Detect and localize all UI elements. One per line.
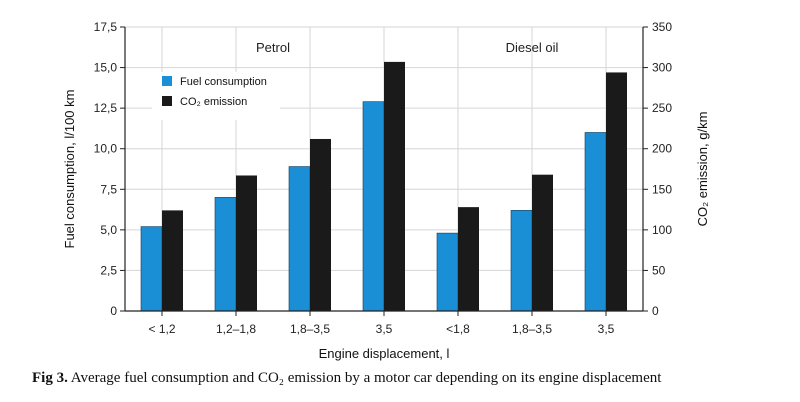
bar-co2-emission bbox=[458, 207, 479, 311]
figure-caption: Fig 3. Average fuel consumption and CO₂ … bbox=[32, 370, 792, 387]
x-tick-label: 1,8–3,5 bbox=[512, 322, 552, 336]
left-tick-label: 12,5 bbox=[94, 101, 118, 115]
bar-chart: 0 2,5 5,0 7,5 10,0 12,5 15,0 17,5 0 50 100 150 200 2… bbox=[62, 20, 710, 361]
caption-text: Average fuel consumption and CO₂ emissio… bbox=[70, 370, 662, 386]
bars bbox=[140, 61, 627, 312]
right-tick-label: 250 bbox=[652, 101, 672, 115]
bar-co2-emission bbox=[532, 174, 553, 311]
legend-entry: CO₂ emission bbox=[180, 96, 247, 108]
right-tick-label: 200 bbox=[652, 142, 672, 156]
left-tick-label: 2,5 bbox=[100, 263, 117, 277]
caption-label: Fig 3. bbox=[32, 370, 68, 386]
left-tick-label: 10,0 bbox=[94, 142, 118, 156]
right-tick-label: 150 bbox=[652, 182, 672, 196]
legend-background bbox=[152, 72, 280, 120]
bar-co2-emission bbox=[310, 138, 331, 311]
x-tick-label: 1,8–3,5 bbox=[290, 322, 330, 336]
group-label: Diesel oil bbox=[506, 40, 559, 55]
left-tick-label: 0 bbox=[110, 304, 117, 318]
bar-fuel-consumption bbox=[436, 232, 459, 312]
legend: Fuel consumption CO₂ emission bbox=[152, 72, 280, 120]
x-tick-label: < 1,2 bbox=[148, 322, 175, 336]
right-axis-title: CO₂ emission, g/km bbox=[695, 112, 710, 227]
legend-swatch bbox=[162, 76, 172, 86]
left-tick-label: 17,5 bbox=[94, 20, 118, 34]
right-axis-ticks: 0 50 100 150 200 250 300 350 bbox=[643, 20, 672, 318]
legend-swatch bbox=[162, 96, 172, 106]
bar-fuel-consumption bbox=[510, 210, 533, 312]
group-labels: Petrol Diesel oil bbox=[256, 40, 558, 55]
right-tick-label: 100 bbox=[652, 223, 672, 237]
left-axis-ticks: 0 2,5 5,0 7,5 10,0 12,5 15,0 17,5 bbox=[94, 20, 125, 318]
x-axis-title: Engine displacement, l bbox=[319, 346, 450, 361]
bar-co2-emission bbox=[384, 61, 405, 311]
bar-fuel-consumption bbox=[214, 197, 237, 312]
bar-co2-emission bbox=[162, 210, 183, 311]
bar-co2-emission bbox=[236, 175, 257, 311]
left-tick-label: 15,0 bbox=[94, 61, 118, 75]
left-axis-title: Fuel consumption, l/100 km bbox=[62, 90, 77, 249]
right-tick-label: 350 bbox=[652, 20, 672, 34]
x-tick-label: 3,5 bbox=[376, 322, 393, 336]
x-tick-label: <1,8 bbox=[446, 322, 470, 336]
x-axis-ticks: < 1,2 1,2–1,8 1,8–3,5 3,5 <1,8 1,8–3,5 3,5 bbox=[148, 311, 615, 336]
legend-entry: Fuel consumption bbox=[180, 76, 267, 88]
x-tick-label: 1,2–1,8 bbox=[216, 322, 256, 336]
group-label: Petrol bbox=[256, 40, 290, 55]
bar-fuel-consumption bbox=[362, 101, 385, 312]
bar-fuel-consumption bbox=[288, 166, 311, 312]
right-tick-label: 50 bbox=[652, 263, 666, 277]
left-tick-label: 5,0 bbox=[100, 223, 117, 237]
x-tick-label: 3,5 bbox=[598, 322, 615, 336]
bar-fuel-consumption bbox=[584, 132, 607, 312]
left-tick-label: 7,5 bbox=[100, 182, 117, 196]
right-tick-label: 300 bbox=[652, 61, 672, 75]
right-tick-label: 0 bbox=[652, 304, 659, 318]
bar-fuel-consumption bbox=[140, 226, 163, 312]
bar-co2-emission bbox=[606, 72, 627, 311]
